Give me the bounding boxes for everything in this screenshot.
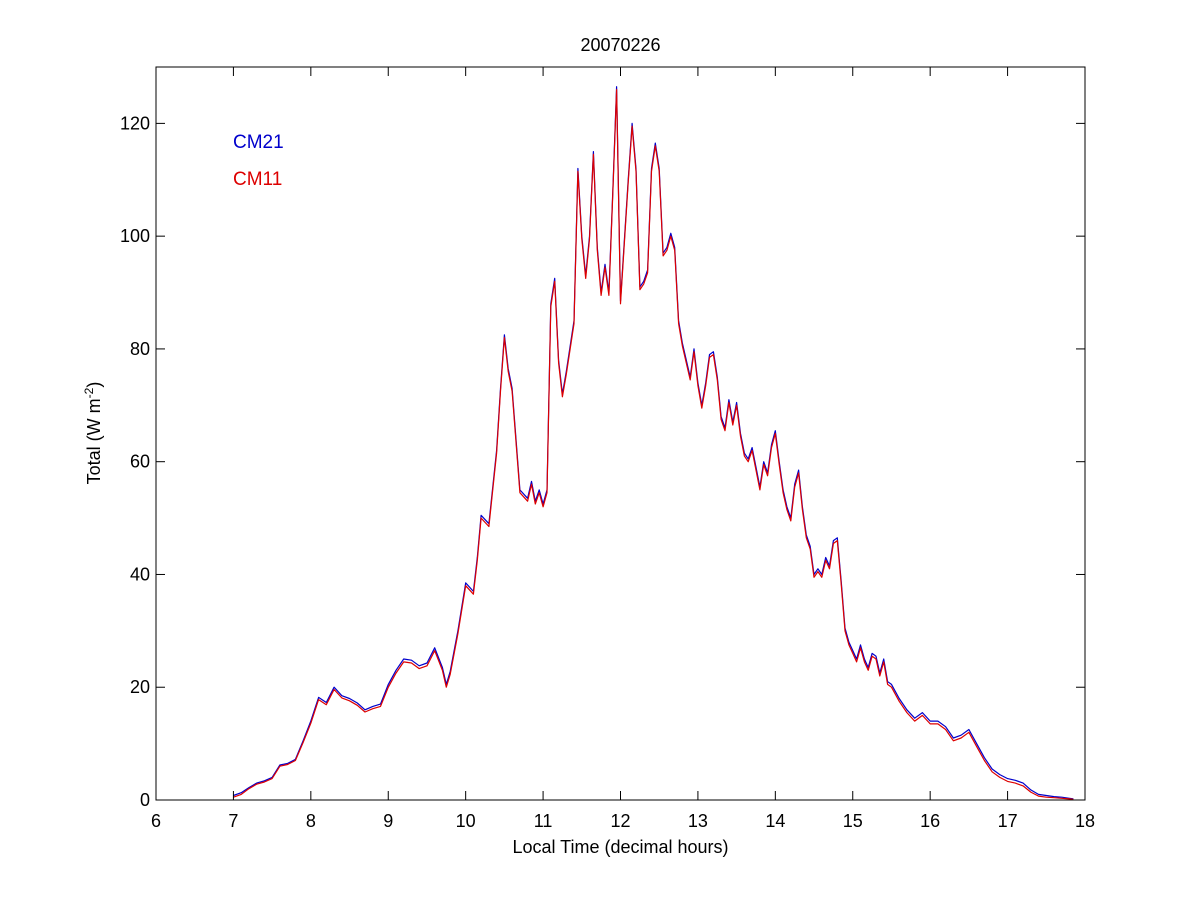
x-tick-label: 15 <box>843 811 863 831</box>
y-tick-label: 100 <box>120 226 150 246</box>
x-tick-label: 16 <box>920 811 940 831</box>
x-tick-label: 11 <box>534 811 553 831</box>
y-axis-label: Total (W m-2) <box>82 382 104 485</box>
legend-entry-cm11: CM11 <box>233 169 282 190</box>
y-tick-label: 120 <box>120 113 150 133</box>
x-axis: 6 7 8 9 10 11 12 13 14 15 16 17 18 <box>151 67 1095 831</box>
y-axis-label-suffix: ) <box>84 382 104 388</box>
y-axis-label-text: Total (W m <box>84 398 104 484</box>
chart-title: 20070226 <box>580 35 660 55</box>
y-tick-label: 0 <box>140 790 150 810</box>
legend: CM21 CM11 <box>233 132 284 190</box>
y-tick-label: 40 <box>130 564 150 584</box>
y-tick-label: 60 <box>130 452 150 472</box>
x-tick-label: 7 <box>228 811 238 831</box>
x-tick-label: 12 <box>610 811 630 831</box>
x-tick-label: 17 <box>998 811 1018 831</box>
series-line-cm21 <box>233 86 1074 800</box>
x-axis-label: Local Time (decimal hours) <box>512 837 728 857</box>
x-tick-label: 14 <box>765 811 785 831</box>
x-tick-label: 8 <box>306 811 316 831</box>
x-tick-label: 6 <box>151 811 161 831</box>
x-tick-label: 13 <box>688 811 708 831</box>
series-line-cm11 <box>233 89 1074 800</box>
x-tick-label: 10 <box>456 811 476 831</box>
series-layer <box>233 86 1074 800</box>
x-tick-label: 9 <box>383 811 393 831</box>
y-tick-label: 80 <box>130 339 150 359</box>
y-axis-label-exponent: -2 <box>82 387 96 398</box>
legend-entry-cm21: CM21 <box>233 132 284 153</box>
y-tick-label: 20 <box>130 677 150 697</box>
y-axis: 0 20 40 60 80 100 120 <box>120 113 1085 810</box>
x-tick-label: 18 <box>1075 811 1095 831</box>
